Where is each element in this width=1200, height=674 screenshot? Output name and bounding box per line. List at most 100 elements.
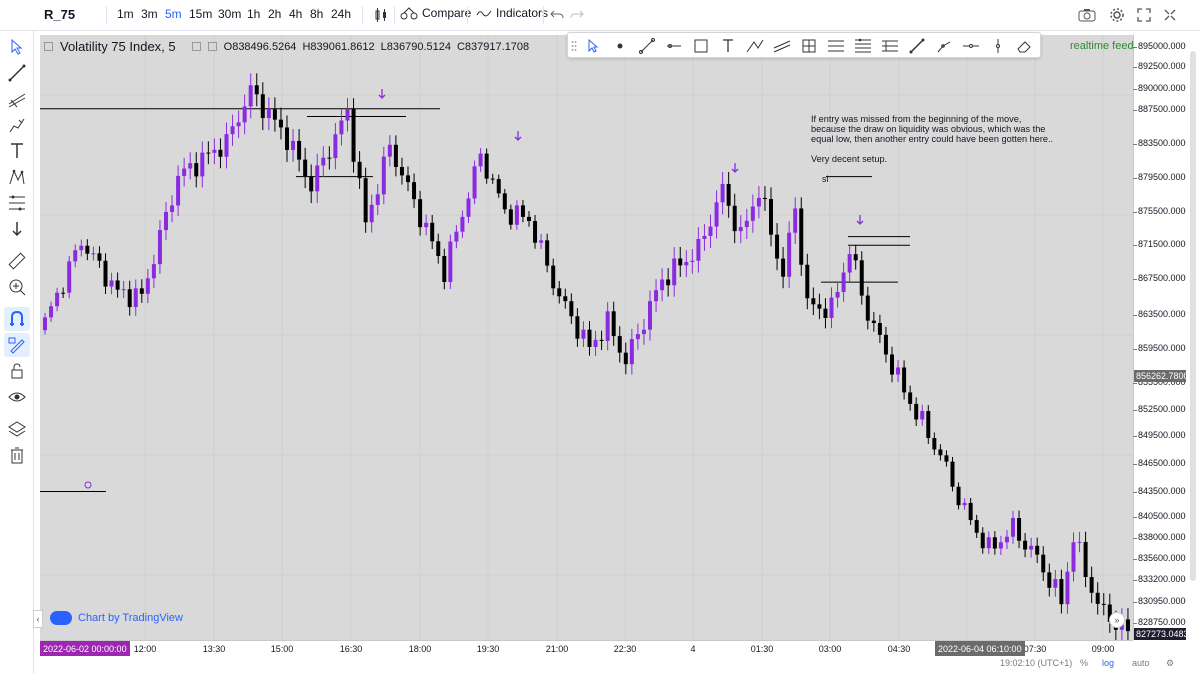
price-tick xyxy=(1133,410,1137,411)
long-position-icon[interactable] xyxy=(879,36,901,56)
candle-body xyxy=(714,202,719,227)
fullscreen-icon[interactable] xyxy=(1133,5,1155,25)
symbol-search[interactable]: R_75 xyxy=(44,7,76,22)
candle-body xyxy=(303,159,308,177)
legend-settings-icon[interactable] xyxy=(191,42,201,51)
text-tool-icon[interactable] xyxy=(4,139,30,163)
lock-icon[interactable] xyxy=(4,359,30,383)
brush-stroke-icon[interactable] xyxy=(906,36,928,56)
price-tick-label: 867500.0000 xyxy=(1138,273,1191,283)
candle-body xyxy=(236,122,241,127)
divider xyxy=(394,6,395,24)
popout-icon[interactable] xyxy=(1159,5,1181,25)
scrollbar-thumb[interactable] xyxy=(1190,51,1196,581)
path-icon[interactable] xyxy=(933,36,955,56)
horizontal-ray-icon[interactable] xyxy=(960,36,982,56)
candle-body xyxy=(164,211,168,231)
legend-close-icon[interactable] xyxy=(207,42,217,51)
pattern-icon[interactable] xyxy=(4,165,30,189)
line-icon[interactable] xyxy=(636,36,658,56)
time-tick-label: 16:30 xyxy=(339,644,363,654)
candlestick-chart[interactable] xyxy=(40,35,1133,640)
trash-icon[interactable] xyxy=(4,443,30,467)
draw-mode-icon[interactable] xyxy=(4,333,30,357)
candle-body xyxy=(369,204,374,223)
candle-body xyxy=(787,232,792,277)
price-tick xyxy=(1133,47,1137,48)
pitchfork-icon[interactable] xyxy=(4,87,30,111)
scroll-to-realtime-icon[interactable]: » xyxy=(1109,612,1125,628)
chart-annotation-text[interactable]: If entry was missed from the beginning o… xyxy=(811,114,1054,164)
timeframe-3m[interactable]: 3m xyxy=(141,7,158,21)
tradingview-watermark[interactable]: Chart by TradingView xyxy=(50,611,183,625)
log-toggle[interactable]: log xyxy=(1102,658,1115,668)
candle-body xyxy=(1083,541,1088,578)
candle-body xyxy=(520,205,525,217)
collapse-chevron-icon[interactable]: ‹ xyxy=(33,610,43,628)
fib-levels-icon[interactable] xyxy=(852,36,874,56)
timeframe-2h[interactable]: 2h xyxy=(268,7,282,21)
layers-icon[interactable] xyxy=(4,417,30,441)
zoom-in-icon[interactable] xyxy=(4,275,30,299)
eye-icon[interactable] xyxy=(4,385,30,409)
chart-pane[interactable] xyxy=(40,35,1133,640)
price-axis[interactable]: 895000.0000 892500.0000 890000.0000 887500.… xyxy=(1133,35,1191,640)
text-icon[interactable] xyxy=(717,36,739,56)
auto-toggle[interactable]: auto xyxy=(1132,658,1150,668)
drag-handle-icon[interactable] xyxy=(570,36,578,56)
arrow-down-icon[interactable] xyxy=(4,217,30,241)
vertical-line-icon[interactable] xyxy=(987,36,1009,56)
cursor-icon[interactable] xyxy=(4,35,30,59)
collapse-legend-icon[interactable] xyxy=(44,42,53,51)
undo-icon[interactable] xyxy=(546,5,568,25)
candle-body xyxy=(73,250,78,262)
compare-label: Compare xyxy=(422,6,472,20)
candle-body xyxy=(648,301,652,330)
legend-high: H839061.8612 xyxy=(302,40,375,53)
price-tick xyxy=(1133,464,1137,465)
ruler-icon[interactable] xyxy=(4,249,30,273)
pointer-icon[interactable] xyxy=(582,36,604,56)
camera-icon[interactable] xyxy=(1076,5,1098,25)
fib-tool-icon[interactable] xyxy=(4,191,30,215)
candle-body xyxy=(436,241,441,257)
timeframe-15m[interactable]: 15m xyxy=(189,7,213,21)
channel-icon[interactable] xyxy=(744,36,766,56)
candle-body xyxy=(285,127,289,150)
eraser-icon[interactable] xyxy=(1014,36,1036,56)
magnet-icon[interactable] xyxy=(4,307,30,331)
stop-loss-label[interactable]: sl xyxy=(822,174,829,184)
candle-body xyxy=(375,194,380,205)
timeframe-30m[interactable]: 30m xyxy=(218,7,242,21)
right-scrollbar[interactable] xyxy=(1186,31,1200,674)
time-axis[interactable]: 12:00 13:30 15:00 16:30 18:00 19:30 21:00 22:30… xyxy=(40,640,1133,657)
candle-body xyxy=(43,317,47,331)
indicators-button[interactable]: Indicators xyxy=(476,6,548,20)
timeframe-8h[interactable]: 8h xyxy=(310,7,324,21)
dot-icon[interactable] xyxy=(609,36,631,56)
scale-settings-gear-icon[interactable]: ⚙ xyxy=(1166,658,1175,668)
time-tick-label: 19:30 xyxy=(476,644,500,654)
timeframe-24h[interactable]: 24h xyxy=(331,7,352,21)
timeframe-1m[interactable]: 1m xyxy=(117,7,134,21)
candle-body xyxy=(623,352,628,365)
settings-gear-icon[interactable] xyxy=(1106,5,1128,25)
percent-toggle[interactable]: % xyxy=(1080,658,1089,668)
rectangle-icon[interactable] xyxy=(690,36,712,56)
candles-chart-type-icon[interactable] xyxy=(370,5,392,25)
candle-body xyxy=(248,85,253,107)
parallel-channel-icon[interactable] xyxy=(771,36,793,56)
compare-button[interactable]: Compare xyxy=(400,6,471,20)
price-tick xyxy=(1133,67,1137,68)
timeframe-1h[interactable]: 1h xyxy=(247,7,261,21)
horizontal-line-icon[interactable] xyxy=(663,36,685,56)
divider xyxy=(362,6,363,24)
brush-icon[interactable] xyxy=(4,113,30,137)
trend-line-icon[interactable] xyxy=(4,61,30,85)
timeframe-5m[interactable]: 5m xyxy=(165,7,182,21)
price-range-icon[interactable] xyxy=(825,36,847,56)
candle-body xyxy=(490,178,495,180)
timeframe-4h[interactable]: 4h xyxy=(289,7,303,21)
redo-icon[interactable] xyxy=(566,5,588,25)
cross-box-icon[interactable] xyxy=(798,36,820,56)
